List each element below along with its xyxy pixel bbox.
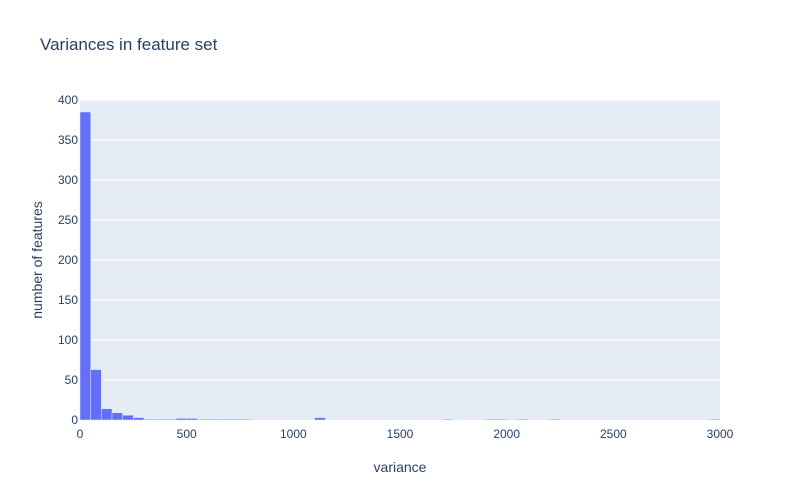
histogram-bar: [314, 417, 326, 421]
histogram-bar: [122, 414, 134, 421]
x-tick-label: 1000: [280, 427, 307, 441]
y-tick-label: 300: [58, 173, 78, 187]
x-tick-label: 2000: [493, 427, 520, 441]
x-tick-label: 0: [77, 427, 84, 441]
histogram-bar: [218, 418, 230, 421]
x-tick-label: 2500: [600, 427, 627, 441]
histogram-bar: [186, 418, 198, 421]
histogram-bar: [101, 408, 113, 421]
histogram-bar: [485, 418, 497, 421]
histogram-bar: [90, 369, 102, 421]
histogram-bar: [207, 418, 219, 421]
histogram-bar: [549, 418, 561, 421]
histogram-bar: [495, 418, 507, 421]
x-tick-label: 3000: [707, 427, 734, 441]
x-tick-label: 500: [177, 427, 197, 441]
histogram-bar: [79, 111, 91, 421]
y-tick-label: 400: [58, 93, 78, 107]
histogram-bar: [442, 418, 454, 421]
x-axis-ticks: 0 500 1000 1500 2000 2500 3000: [77, 427, 734, 441]
histogram-bar: [154, 418, 166, 421]
y-axis-ticks: 0 50 100 150 200 250 300 350 400: [58, 93, 78, 427]
bars: [79, 111, 721, 421]
y-tick-label: 50: [65, 373, 79, 387]
y-tick-label: 150: [58, 293, 78, 307]
histogram-bar: [229, 418, 241, 421]
y-tick-label: 250: [58, 213, 78, 227]
y-tick-label: 0: [71, 413, 78, 427]
histogram-bar: [239, 418, 251, 421]
gridlines: [80, 99, 720, 381]
histogram-bar: [175, 418, 187, 421]
x-tick-label: 1500: [387, 427, 414, 441]
histogram-bar: [165, 418, 177, 421]
histogram-bar: [111, 412, 123, 421]
histogram-bar: [517, 418, 529, 421]
y-tick-label: 200: [58, 253, 78, 267]
histogram-bar: [709, 418, 721, 421]
y-tick-label: 350: [58, 133, 78, 147]
histogram-bar: [133, 417, 145, 421]
y-axis-label: number of features: [29, 201, 45, 319]
chart-title: Variances in feature set: [40, 35, 218, 54]
histogram-bar: [197, 418, 209, 421]
histogram-bar: [143, 418, 155, 421]
x-axis-label: variance: [374, 459, 427, 475]
y-tick-label: 100: [58, 333, 78, 347]
